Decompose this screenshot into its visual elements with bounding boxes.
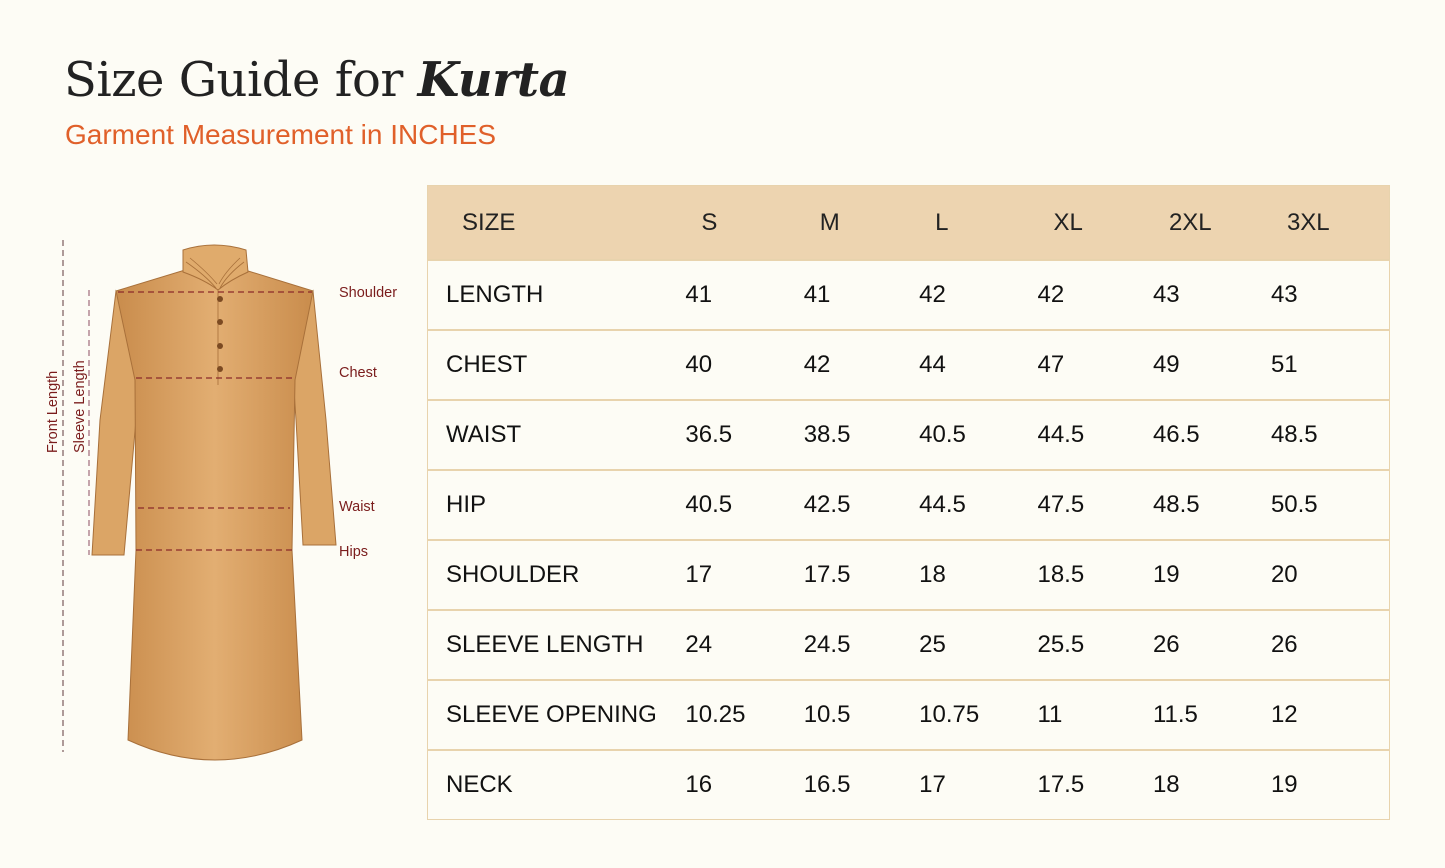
table-row: SLEEVE OPENING 10.25 10.5 10.75 11 11.5 12 bbox=[427, 679, 1390, 750]
label-sleeve-length: Sleeve Length bbox=[72, 360, 88, 453]
cell-value: 10.75 bbox=[919, 679, 1038, 750]
row-label: SHOULDER bbox=[427, 539, 686, 610]
cell-value: 42 bbox=[1037, 259, 1153, 330]
cell-value: 20 bbox=[1270, 539, 1390, 610]
cell-value: 46.5 bbox=[1152, 399, 1271, 470]
cell-value: 11.5 bbox=[1152, 679, 1271, 750]
table-row: SLEEVE LENGTH 24 24.5 25 25.5 26 26 bbox=[427, 609, 1390, 680]
label-shoulder: Shoulder bbox=[339, 285, 397, 301]
column-header: S bbox=[685, 185, 804, 260]
table-row: WAIST 36.5 38.5 40.5 44.5 46.5 48.5 bbox=[427, 399, 1390, 470]
label-chest: Chest bbox=[339, 365, 377, 381]
row-label: NECK bbox=[427, 749, 686, 820]
cell-value: 48.5 bbox=[1270, 399, 1390, 470]
cell-value: 41 bbox=[803, 259, 920, 330]
cell-value: 11 bbox=[1037, 679, 1153, 750]
cell-value: 42.5 bbox=[803, 469, 920, 540]
table-row: HIP 40.5 42.5 44.5 47.5 48.5 50.5 bbox=[427, 469, 1390, 540]
kurta-body bbox=[115, 269, 314, 761]
kurta-illustration: Shoulder Chest Waist Hips Front Length S… bbox=[45, 240, 397, 761]
cell-value: 24.5 bbox=[803, 609, 920, 680]
cell-value: 19 bbox=[1152, 539, 1271, 610]
buttons bbox=[217, 296, 223, 372]
cell-value: 38.5 bbox=[803, 399, 920, 470]
cell-value: 44.5 bbox=[919, 469, 1038, 540]
cell-value: 40.5 bbox=[685, 469, 804, 540]
cell-value: 24 bbox=[685, 609, 804, 680]
cell-value: 19 bbox=[1270, 749, 1390, 820]
cell-value: 18.5 bbox=[1037, 539, 1153, 610]
column-header: SIZE bbox=[427, 185, 686, 260]
title-prefix: Size Guide for bbox=[64, 52, 403, 108]
cell-value: 40.5 bbox=[919, 399, 1038, 470]
cell-value: 43 bbox=[1270, 259, 1390, 330]
cell-value: 26 bbox=[1152, 609, 1271, 680]
row-label: SLEEVE OPENING bbox=[427, 679, 686, 750]
cell-value: 17.5 bbox=[1037, 749, 1153, 820]
column-header: XL bbox=[1037, 185, 1153, 260]
page-subtitle: Garment Measurement in INCHES bbox=[65, 119, 497, 150]
cell-value: 17 bbox=[685, 539, 804, 610]
row-label: LENGTH bbox=[427, 259, 686, 330]
cell-value: 36.5 bbox=[685, 399, 804, 470]
cell-value: 16 bbox=[685, 749, 804, 820]
measure-lines bbox=[62, 240, 312, 752]
row-label: CHEST bbox=[427, 329, 686, 400]
label-front-length: Front Length bbox=[45, 371, 61, 453]
label-hips: Hips bbox=[339, 544, 368, 560]
collar bbox=[182, 244, 249, 291]
cell-value: 12 bbox=[1270, 679, 1390, 750]
cell-value: 25 bbox=[919, 609, 1038, 680]
column-header: 2XL bbox=[1152, 185, 1271, 260]
cell-value: 47.5 bbox=[1037, 469, 1153, 540]
cell-value: 10.5 bbox=[803, 679, 920, 750]
row-label: HIP bbox=[427, 469, 686, 540]
table-row: CHEST 40 42 44 47 49 51 bbox=[427, 329, 1390, 400]
cell-value: 18 bbox=[919, 539, 1038, 610]
cell-value: 18 bbox=[1152, 749, 1271, 820]
cell-value: 42 bbox=[919, 259, 1038, 330]
label-waist: Waist bbox=[339, 499, 375, 515]
cell-value: 16.5 bbox=[803, 749, 920, 820]
row-label: WAIST bbox=[427, 399, 686, 470]
table-row: SHOULDER 17 17.5 18 18.5 19 20 bbox=[427, 539, 1390, 610]
cell-value: 17 bbox=[919, 749, 1038, 820]
column-header: M bbox=[803, 185, 920, 260]
cell-value: 50.5 bbox=[1270, 469, 1390, 540]
cell-value: 43 bbox=[1152, 259, 1271, 330]
cell-value: 42 bbox=[803, 329, 920, 400]
cell-value: 25.5 bbox=[1037, 609, 1153, 680]
table-row: LENGTH 41 41 42 42 43 43 bbox=[427, 259, 1390, 330]
cell-value: 26 bbox=[1270, 609, 1390, 680]
size-table: SIZE S M L XL 2XL 3XL LENGTH 41 41 42 42 43 43… bbox=[427, 185, 1390, 820]
cell-value: 41 bbox=[685, 259, 804, 330]
column-header: L bbox=[919, 185, 1038, 260]
table-header-row: SIZE S M L XL 2XL 3XL bbox=[427, 185, 1390, 260]
cell-value: 44.5 bbox=[1037, 399, 1153, 470]
cell-value: 48.5 bbox=[1152, 469, 1271, 540]
column-header: 3XL bbox=[1270, 185, 1390, 260]
cell-value: 44 bbox=[919, 329, 1038, 400]
table-row: NECK 16 16.5 17 17.5 18 19 bbox=[427, 749, 1390, 820]
cell-value: 10.25 bbox=[685, 679, 804, 750]
cell-value: 17.5 bbox=[803, 539, 920, 610]
page-title: Size Guide for Kurta bbox=[64, 52, 570, 108]
cell-value: 47 bbox=[1037, 329, 1153, 400]
row-label: SLEEVE LENGTH bbox=[427, 609, 686, 680]
cell-value: 49 bbox=[1152, 329, 1271, 400]
cell-value: 51 bbox=[1270, 329, 1390, 400]
cell-value: 40 bbox=[685, 329, 804, 400]
title-garment: Kurta bbox=[417, 52, 570, 108]
